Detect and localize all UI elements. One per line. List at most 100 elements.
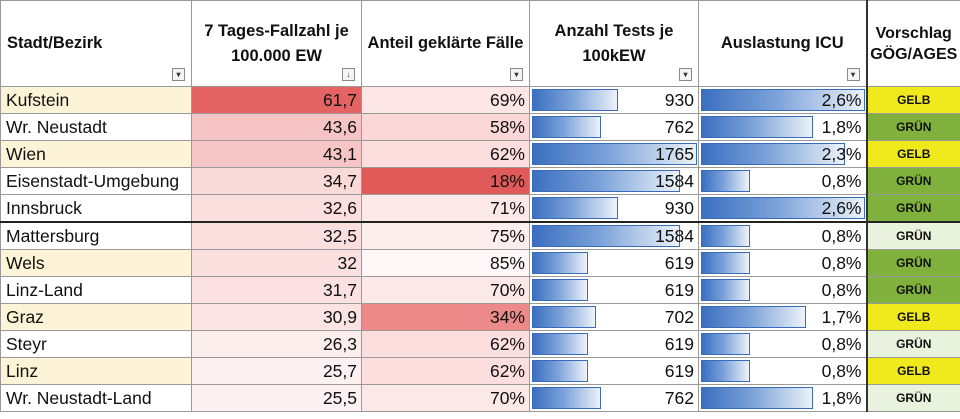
tests-data-bar xyxy=(532,197,619,219)
icu-cell[interactable]: 0,8% xyxy=(698,167,867,195)
city-cell[interactable]: Kufstein xyxy=(0,86,192,114)
incidence-cell[interactable]: 26,3 xyxy=(191,330,362,358)
icu-cell[interactable]: 0,8% xyxy=(698,330,867,358)
icu-value: 0,8% xyxy=(821,361,862,381)
cleared-cell[interactable]: 71% xyxy=(361,194,530,223)
cleared-cell[interactable]: 69% xyxy=(361,86,530,114)
filter-dropdown-icon[interactable]: ▾ xyxy=(172,68,185,81)
table-row: Wien 43,1 62% 1765 2,3% GELB xyxy=(0,140,960,168)
status-badge: GELB xyxy=(865,140,960,168)
tests-cell[interactable]: 619 xyxy=(529,276,699,304)
tests-cell[interactable]: 1584 xyxy=(529,221,699,250)
icu-value: 2,3% xyxy=(821,144,862,164)
icu-value: 0,8% xyxy=(821,171,862,191)
icu-data-bar xyxy=(701,116,813,138)
tests-value: 762 xyxy=(664,117,694,137)
city-cell[interactable]: Mattersburg xyxy=(0,221,192,250)
icu-data-bar xyxy=(701,170,750,192)
table-row: Linz 25,7 62% 619 0,8% GELB xyxy=(0,357,960,385)
incidence-cell[interactable]: 43,1 xyxy=(191,140,362,168)
tests-cell[interactable]: 1765 xyxy=(529,140,699,168)
status-badge: GELB xyxy=(865,303,960,331)
incidence-cell[interactable]: 32 xyxy=(191,249,362,277)
cleared-cell[interactable]: 75% xyxy=(361,221,530,250)
city-cell[interactable]: Wien xyxy=(0,140,192,168)
icu-data-bar xyxy=(701,306,807,328)
tests-cell[interactable]: 619 xyxy=(529,330,699,358)
cleared-cell[interactable]: 85% xyxy=(361,249,530,277)
tests-data-bar xyxy=(532,387,602,409)
cleared-cell[interactable]: 58% xyxy=(361,113,530,141)
incidence-cell[interactable]: 32,6 xyxy=(191,194,362,223)
icu-cell[interactable]: 1,7% xyxy=(698,303,867,331)
city-cell[interactable]: Wels xyxy=(0,249,192,277)
tests-data-bar xyxy=(532,143,697,165)
incidence-cell[interactable]: 31,7 xyxy=(191,276,362,304)
incidence-cell[interactable]: 43,6 xyxy=(191,113,362,141)
filter-dropdown-icon[interactable]: ▾ xyxy=(846,68,860,81)
table-row: Innsbruck 32,6 71% 930 2,6% GRÜN xyxy=(0,194,960,223)
cleared-cell[interactable]: 62% xyxy=(361,357,530,385)
incidence-cell[interactable]: 34,7 xyxy=(191,167,362,195)
header-tests: Anzahl Tests je 100kEW ▾ xyxy=(529,0,699,87)
icu-value: 1,8% xyxy=(821,388,862,408)
incidence-cell[interactable]: 25,7 xyxy=(191,357,362,385)
header-recommendation-label: Vorschlag GÖG/AGES xyxy=(870,24,958,63)
tests-value: 930 xyxy=(664,198,694,218)
tests-value: 1765 xyxy=(655,144,694,164)
city-cell[interactable]: Innsbruck xyxy=(0,194,192,223)
table-row: Linz-Land 31,7 70% 619 0,8% GRÜN xyxy=(0,276,960,304)
tests-value: 762 xyxy=(664,388,694,408)
cleared-cell[interactable]: 70% xyxy=(361,276,530,304)
sort-filter-icon[interactable]: ↓ xyxy=(342,68,355,81)
tests-cell[interactable]: 762 xyxy=(529,384,699,412)
cleared-cell[interactable]: 62% xyxy=(361,140,530,168)
tests-data-bar xyxy=(532,170,681,192)
header-cleared-label: Anteil geklärte Fälle xyxy=(367,34,524,52)
city-cell[interactable]: Linz-Land xyxy=(0,276,192,304)
icu-cell[interactable]: 1,8% xyxy=(698,113,867,141)
table-row: Wr. Neustadt 43,6 58% 762 1,8% GRÜN xyxy=(0,113,960,141)
tests-cell[interactable]: 762 xyxy=(529,113,699,141)
icu-cell[interactable]: 0,8% xyxy=(698,357,867,385)
tests-data-bar xyxy=(532,89,619,111)
tests-cell[interactable]: 930 xyxy=(529,194,699,223)
city-cell[interactable]: Wr. Neustadt-Land xyxy=(0,384,192,412)
icu-cell[interactable]: 2,3% xyxy=(698,140,867,168)
table-row: Eisenstadt-Umgebung 34,7 18% 1584 0,8% GRÜN xyxy=(0,167,960,195)
city-cell[interactable]: Wr. Neustadt xyxy=(0,113,192,141)
icu-cell[interactable]: 0,8% xyxy=(698,249,867,277)
tests-cell[interactable]: 702 xyxy=(529,303,699,331)
icu-value: 2,6% xyxy=(821,198,862,218)
tests-cell[interactable]: 1584 xyxy=(529,167,699,195)
header-icu: Auslastung ICU ▾ xyxy=(698,0,867,87)
icu-cell[interactable]: 0,8% xyxy=(698,276,867,304)
icu-cell[interactable]: 1,8% xyxy=(698,384,867,412)
icu-value: 2,6% xyxy=(821,90,862,110)
header-incidence-label: 7 Tages-Fallzahl je 100.000 EW xyxy=(204,21,349,65)
table-row: Steyr 26,3 62% 619 0,8% GRÜN xyxy=(0,330,960,358)
incidence-cell[interactable]: 32,5 xyxy=(191,221,362,250)
incidence-cell[interactable]: 30,9 xyxy=(191,303,362,331)
city-cell[interactable]: Graz xyxy=(0,303,192,331)
city-cell[interactable]: Eisenstadt-Umgebung xyxy=(0,167,192,195)
icu-value: 0,8% xyxy=(821,226,862,246)
city-cell[interactable]: Linz xyxy=(0,357,192,385)
city-cell[interactable]: Steyr xyxy=(0,330,192,358)
icu-cell[interactable]: 0,8% xyxy=(698,221,867,250)
tests-cell[interactable]: 930 xyxy=(529,86,699,114)
cleared-cell[interactable]: 70% xyxy=(361,384,530,412)
tests-value: 619 xyxy=(664,334,694,354)
tests-cell[interactable]: 619 xyxy=(529,357,699,385)
incidence-cell[interactable]: 61,7 xyxy=(191,86,362,114)
icu-cell[interactable]: 2,6% xyxy=(698,194,867,223)
filter-dropdown-icon[interactable]: ▾ xyxy=(510,68,523,81)
icu-cell[interactable]: 2,6% xyxy=(698,86,867,114)
filter-dropdown-icon[interactable]: ▾ xyxy=(679,68,692,81)
incidence-cell[interactable]: 25,5 xyxy=(191,384,362,412)
cleared-cell[interactable]: 18% xyxy=(361,167,530,195)
cleared-cell[interactable]: 62% xyxy=(361,330,530,358)
tests-cell[interactable]: 619 xyxy=(529,249,699,277)
cleared-cell[interactable]: 34% xyxy=(361,303,530,331)
